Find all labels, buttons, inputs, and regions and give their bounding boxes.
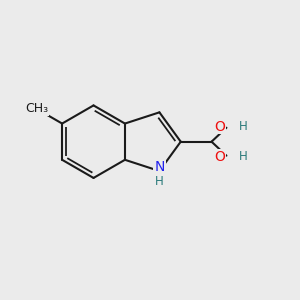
Text: H: H — [239, 150, 248, 163]
Text: N: N — [154, 160, 165, 174]
Text: CH₃: CH₃ — [25, 102, 48, 115]
Text: H: H — [239, 120, 248, 133]
Text: O: O — [214, 119, 225, 134]
Text: O: O — [214, 150, 225, 164]
Text: H: H — [155, 175, 164, 188]
